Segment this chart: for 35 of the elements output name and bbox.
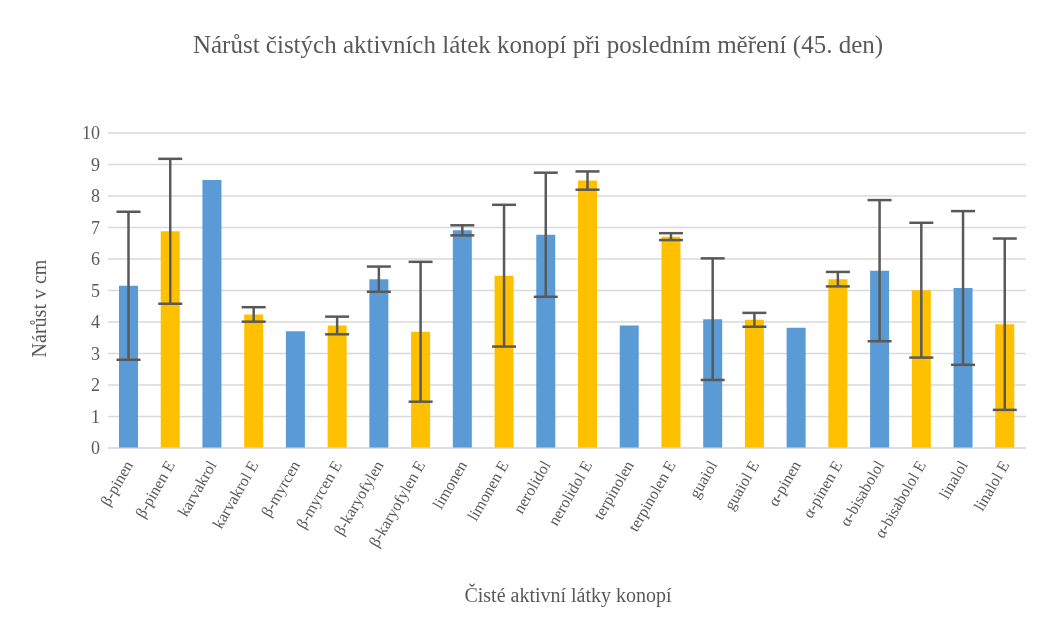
y-tick-label: 3: [91, 343, 100, 364]
bar: [828, 279, 848, 448]
y-tick-label: 0: [91, 438, 100, 459]
bar: [995, 324, 1015, 448]
bar: [160, 231, 180, 448]
bar: [786, 327, 806, 448]
bar: [494, 275, 514, 448]
bar: [578, 180, 597, 448]
x-axis-title: Čisté aktivní látky konopí: [463, 584, 673, 607]
y-axis-title: Nárůst v cm: [28, 259, 52, 357]
bar: [619, 325, 639, 448]
bar: [703, 319, 723, 448]
y-tick-label: 4: [91, 312, 100, 333]
y-tick-label: 9: [91, 154, 100, 175]
bar: [327, 325, 347, 448]
y-tick-label: 1: [91, 406, 100, 427]
y-tick-label: 2: [91, 375, 100, 396]
y-tick-label: 8: [91, 186, 100, 207]
bar: [119, 285, 138, 448]
y-tick-label: 10: [82, 123, 100, 144]
bar: [244, 314, 264, 448]
bar: [661, 236, 681, 448]
bar: [452, 230, 472, 448]
bar: [870, 270, 890, 448]
bar: [953, 287, 973, 448]
y-tick-label: 7: [91, 217, 100, 238]
bar: [536, 234, 556, 448]
bar: [911, 290, 931, 448]
bar: [369, 279, 389, 448]
y-tick-label: 5: [91, 280, 100, 301]
bar: [285, 331, 305, 448]
y-tick-label: 6: [91, 249, 100, 270]
chart-title: Nárůst čistých aktivních látek konopí při posledním měření (45. den): [191, 30, 885, 60]
bar: [202, 179, 222, 448]
bar: [744, 319, 764, 448]
